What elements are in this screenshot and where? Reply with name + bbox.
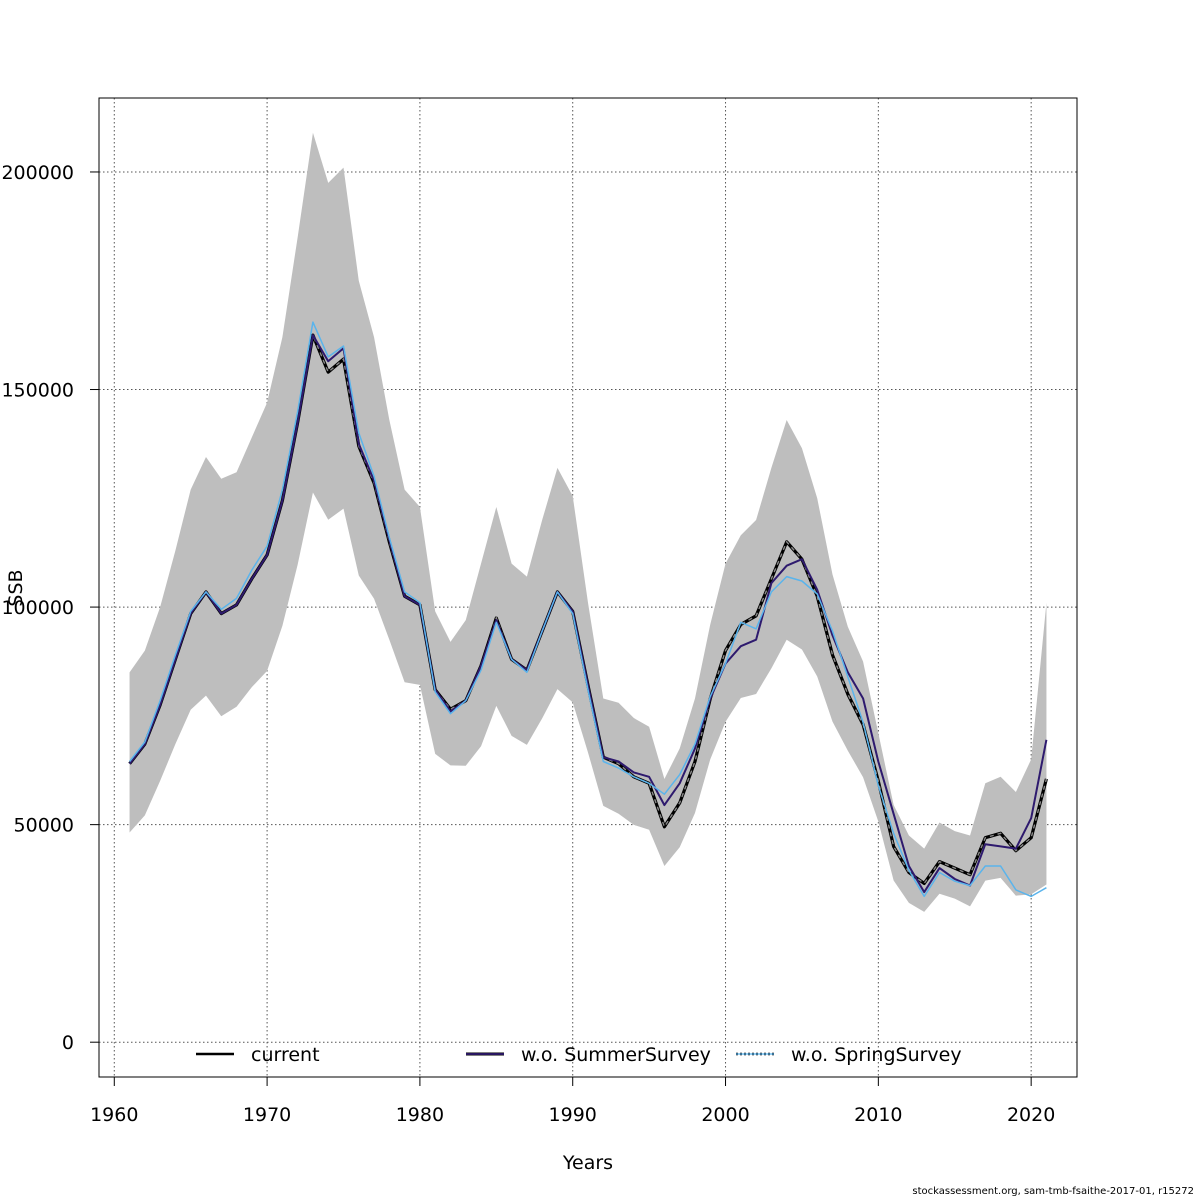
y-tick-label: 200000 xyxy=(1,162,74,184)
y-axis-title: SSB xyxy=(5,569,27,606)
x-tick-label: 1970 xyxy=(243,1104,291,1126)
legend-label: w.o. SummerSurvey xyxy=(521,1044,711,1066)
x-axis: 1960 1970 1980 1990 2000 2010 2020 xyxy=(90,1077,1055,1126)
legend-label: current xyxy=(251,1044,320,1066)
x-tick-label: 1980 xyxy=(396,1104,444,1126)
legend-label: w.o. SpringSurvey xyxy=(791,1044,962,1066)
x-tick-label: 1990 xyxy=(549,1104,597,1126)
confidence-band-group xyxy=(129,132,1047,912)
footer-credit: stockassessment.org, sam-tmb-fsaithe-201… xyxy=(912,1186,1194,1197)
series-lines xyxy=(128,321,1048,898)
y-tick-label: 100000 xyxy=(1,597,74,619)
series-line-summer xyxy=(128,334,1048,894)
y-tick-label: 150000 xyxy=(1,380,74,402)
plot-frame xyxy=(98,97,1078,1078)
y-tick-label: 50000 xyxy=(14,815,74,837)
x-tick-label: 2020 xyxy=(1007,1104,1055,1126)
x-tick-label: 1960 xyxy=(90,1104,138,1126)
confidence-band xyxy=(129,132,1047,912)
y-tick-label: 0 xyxy=(62,1032,74,1054)
x-tick-label: 2000 xyxy=(701,1104,749,1126)
series-line-spring xyxy=(129,321,1047,898)
y-axis: 0 50000 100000 150000 200000 xyxy=(1,162,99,1054)
x-axis-title: Years xyxy=(562,1152,613,1174)
legend: current w.o. SummerSurvey w.o. SpringSurve… xyxy=(196,1044,962,1066)
x-tick-label: 2010 xyxy=(854,1104,902,1126)
